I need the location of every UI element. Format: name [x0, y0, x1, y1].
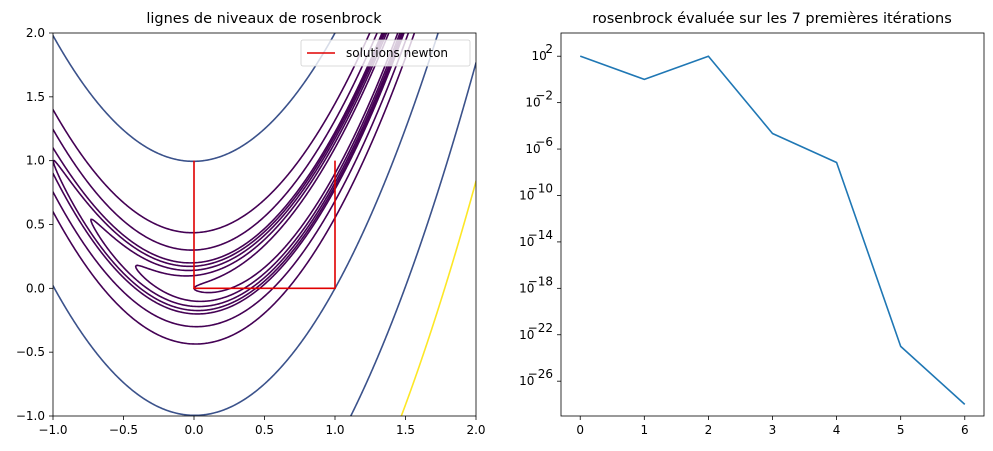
contour-level [349, 62, 476, 416]
x-tick-label: 6 [961, 423, 969, 437]
legend-label: solutions newton [346, 46, 448, 60]
y-tick-exponent: 2 [545, 42, 553, 56]
contour-level [53, 33, 439, 416]
y-tick-exponent: −14 [528, 228, 553, 242]
log-series-line [579, 55, 966, 405]
legend: solutions newton [300, 39, 471, 67]
y-tick-label: 2.0 [26, 26, 45, 40]
newton-series-line [193, 160, 336, 290]
contour-lines [53, 33, 476, 416]
x-tick-label: 3 [769, 423, 777, 437]
x-tick-label: −1.0 [38, 423, 67, 437]
y-tick-exponent: −18 [528, 274, 553, 288]
contour-level [53, 33, 416, 345]
y-tick-label: 10 [519, 281, 534, 295]
y-tick-label: 10 [532, 49, 547, 63]
x-tick-label: 1 [640, 423, 648, 437]
x-tick-label: 2 [705, 423, 713, 437]
x-tick-label: 1.0 [325, 423, 344, 437]
log-chart: rosenbrock évaluée sur les 7 premières i… [519, 11, 985, 437]
contour-chart-x-ticks: −1.0 −0.5 0.0 0.5 1.0 1.5 2.0 [38, 416, 486, 437]
log-chart-frame [560, 32, 985, 417]
y-tick-exponent: −2 [535, 89, 553, 103]
y-tick-label: −1.0 [16, 409, 45, 423]
contour-level [400, 180, 476, 416]
contour-level [53, 33, 405, 315]
log-series [579, 55, 966, 405]
y-tick-label: 10 [525, 96, 540, 110]
y-tick-exponent: −26 [528, 367, 553, 381]
contour-level [90, 33, 403, 308]
contour-level [193, 33, 399, 294]
y-tick-exponent: −22 [528, 321, 553, 335]
x-tick-label: 0 [576, 423, 584, 437]
x-tick-label: 5 [897, 423, 905, 437]
contour-level [134, 33, 401, 303]
newton-path [193, 160, 336, 290]
contour-level [53, 33, 410, 328]
y-tick-label: 10 [519, 188, 534, 202]
contour-chart-title: lignes de niveaux de rosenbrock [146, 11, 382, 27]
x-tick-label: 2.0 [466, 423, 485, 437]
legend-box [300, 39, 471, 67]
y-tick-label: 1.5 [26, 90, 45, 104]
y-tick-exponent: −10 [528, 181, 553, 195]
log-chart-title: rosenbrock évaluée sur les 7 premières i… [592, 11, 952, 27]
y-tick-label: −0.5 [16, 345, 45, 359]
y-tick-label: 10 [519, 328, 534, 342]
x-tick-label: −0.5 [109, 423, 138, 437]
contour-chart-y-ticks: −1.0 −0.5 0.0 0.5 1.0 1.5 2.0 [16, 26, 53, 423]
x-tick-label: 4 [833, 423, 841, 437]
x-tick-label: 0.0 [184, 423, 203, 437]
x-tick-label: 0.5 [255, 423, 274, 437]
log-chart-x-ticks: 0 1 2 3 4 5 6 [576, 416, 969, 437]
contour-chart-frame [52, 32, 477, 417]
x-tick-label: 1.5 [396, 423, 415, 437]
contour-chart: lignes de niveaux de rosenbrock −1.0 −0.5… [16, 11, 486, 437]
y-tick-exponent: −6 [535, 135, 553, 149]
y-tick-label: 10 [525, 142, 540, 156]
y-tick-label: 10 [519, 374, 534, 388]
y-tick-label: 0.5 [26, 218, 45, 232]
y-tick-label: 1.0 [26, 154, 45, 168]
y-tick-label: 0.0 [26, 281, 45, 295]
y-tick-label: 10 [519, 235, 534, 249]
